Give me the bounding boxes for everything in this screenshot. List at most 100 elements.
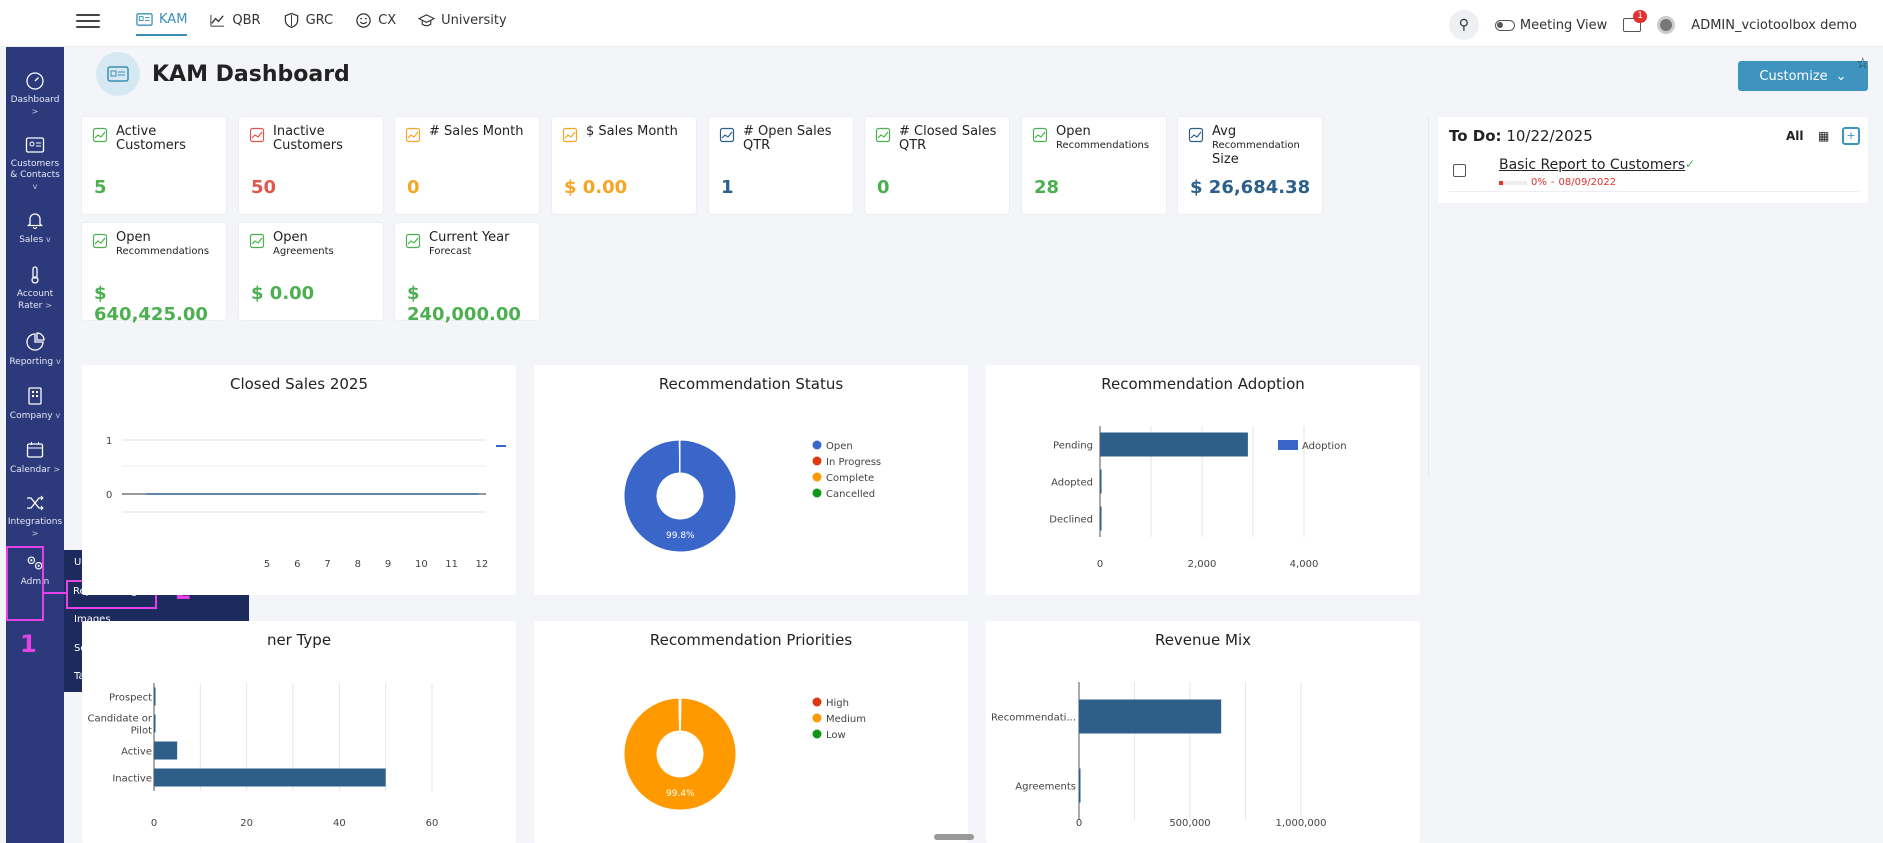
bell-icon — [26, 213, 44, 229]
sidebar-item-label: Account Rater — [16, 289, 54, 311]
y-tick-label: 0 — [106, 490, 112, 501]
kpi-title: # Closed Sales QTR — [899, 125, 1004, 153]
tab-qbr[interactable]: QBR — [209, 11, 261, 36]
kpi-card[interactable]: Current Year Forecast $ 240,000.00 — [395, 223, 539, 325]
legend-label: High — [826, 698, 849, 709]
annotation-step-1: 1 — [20, 630, 37, 658]
avatar[interactable] — [1657, 16, 1676, 34]
shuffle-icon — [27, 495, 44, 511]
bar — [1079, 699, 1222, 734]
category-label: Inactive — [112, 774, 152, 785]
mail-icon[interactable]: 1 — [1623, 10, 1648, 32]
todo-item-meta: 0% - 08/09/2022 — [1499, 177, 1616, 188]
toggle-icon — [1494, 19, 1515, 31]
category-label: Active — [121, 747, 152, 758]
x-tick-label: 4,000 — [1290, 559, 1319, 570]
tab-university[interactable]: University — [418, 11, 507, 36]
trend-up-icon — [875, 127, 891, 143]
tab-grc[interactable]: GRC — [283, 11, 333, 36]
kpi-card[interactable]: Open Recommendations 28 — [1022, 117, 1166, 214]
meeting-view-label: Meeting View — [1519, 17, 1608, 33]
chart-title: Revenue Mix — [1154, 631, 1252, 649]
legend-label: Complete — [826, 473, 874, 484]
data-label: 99.4% — [666, 789, 695, 799]
category-label: Declined — [1049, 515, 1093, 526]
kpi-title-sub: Recommendations — [1056, 140, 1150, 151]
highlight-admin — [6, 546, 44, 621]
chevron-down-icon: v — [46, 235, 51, 244]
sidebar-item-label: Customers & Contacts — [10, 159, 60, 180]
scroll-handle[interactable] — [934, 834, 974, 840]
sidebar-item-calendar[interactable]: Calendar > — [6, 440, 64, 476]
customize-button[interactable]: Customize ⌄ — [1738, 61, 1868, 91]
calendar-icon[interactable]: ▦ — [1818, 129, 1830, 143]
user-name[interactable]: ADMIN_vciotoolbox demo — [1691, 17, 1857, 33]
sidebar-item-label: Dashboard — [10, 95, 60, 105]
kpi-card[interactable]: Open Agreements $ 0.00 — [239, 223, 383, 320]
x-tick-label: 500,000 — [1169, 818, 1210, 829]
kpi-value: $ 26,684.38 — [1190, 177, 1311, 198]
kpi-title-main: Inactive Customers — [273, 124, 343, 153]
kpi-title: Open Agreements — [273, 231, 378, 259]
todo-item[interactable]: Basic Report to Customers ✓ 0% - 08/09/2… — [1449, 157, 1859, 192]
kpi-card[interactable]: # Open Sales QTR 1 — [709, 117, 853, 214]
menu-item-images[interactable]: Images — [74, 614, 111, 625]
kpi-title-main: # Sales Month — [429, 124, 524, 139]
trend-up-icon — [719, 127, 735, 143]
category-label: Pending — [1053, 441, 1093, 452]
meeting-view-toggle[interactable]: Meeting View — [1494, 17, 1608, 33]
kpi-card[interactable]: Avg Recommendation Size $ 26,684.38 — [1178, 117, 1322, 214]
chevron-right-icon: > — [31, 107, 39, 116]
todo-date[interactable]: 10/22/2025 — [1506, 127, 1593, 145]
kpi-title-main: Active Customers — [116, 124, 186, 153]
tab-label: CX — [378, 13, 397, 28]
add-icon[interactable]: + — [1842, 127, 1860, 145]
todo-filter-all[interactable]: All — [1786, 129, 1804, 143]
kpi-card[interactable]: Inactive Customers 50 — [239, 117, 383, 214]
trend-up-icon — [405, 127, 421, 143]
kpi-value: $ 0.00 — [564, 177, 628, 198]
tab-kam[interactable]: KAM — [136, 11, 188, 36]
kpi-title: Active Customers — [116, 125, 221, 153]
gears-icon — [27, 556, 43, 570]
legend-label: Open — [826, 441, 853, 452]
kpi-card[interactable]: # Closed Sales QTR 0 — [865, 117, 1009, 214]
page-title: KAM Dashboard — [152, 61, 350, 87]
kpi-title-main: $ Sales Month — [586, 124, 678, 139]
legend-swatch — [812, 713, 822, 723]
dollar-circle-icon — [1188, 127, 1204, 143]
kpi-title: # Sales Month — [429, 125, 534, 139]
kpi-card[interactable]: Open Recommendations $ 640,425.00 — [82, 223, 226, 325]
menu-icon[interactable] — [76, 10, 100, 32]
thermometer-icon — [31, 266, 39, 284]
pie-chart-icon — [26, 332, 45, 351]
todo-item-name[interactable]: Basic Report to Customers — [1499, 157, 1686, 173]
chart-canvas: 99.8% Open In Progress Complete Cancelled — [623, 439, 881, 553]
legend-swatch — [812, 472, 822, 482]
kpi-card[interactable]: $ Sales Month $ 0.00 — [552, 117, 696, 214]
legend-label: Medium — [826, 714, 866, 725]
chart-canvas: Pending Adopted Declined 0 2,000 4,000 Adoptio… — [1049, 426, 1347, 570]
star-icon[interactable]: ☆ — [1856, 54, 1870, 72]
kpi-title-main: Avg — [1212, 124, 1237, 139]
sidebar-item-sales[interactable]: Sales v — [6, 210, 64, 246]
tab-cx[interactable]: CX — [355, 11, 396, 36]
kpi-card[interactable]: # Sales Month 0 — [395, 117, 539, 214]
kpi-value: 5 — [94, 177, 107, 198]
top-bar: KAM QBR GRC CX University ⚲ Meeting View… — [0, 0, 1883, 47]
kpi-value: $ 240,000.00 — [407, 283, 521, 325]
sidebar-item-admin[interactable]: Admin — [6, 553, 64, 588]
chart-revenue-mix: Revenue Mix Recommendati... Agreements 0 50… — [986, 621, 1420, 843]
sidebar-item-company[interactable]: Company v — [6, 386, 64, 422]
kpi-card[interactable]: Active Customers 5 — [82, 117, 226, 214]
sidebar-item-customers[interactable]: Customers & Contacts v — [6, 135, 64, 193]
sidebar-item-dashboard[interactable]: Dashboard > — [6, 71, 64, 118]
user-x-icon — [249, 127, 265, 143]
sidebar-item-integrations[interactable]: Integrations > — [6, 493, 64, 540]
search-icon[interactable]: ⚲ — [1448, 10, 1479, 40]
sidebar-item-label: Sales — [19, 235, 44, 245]
sidebar-item-reporting[interactable]: Reporting v — [6, 332, 64, 368]
sidebar-item-account-rater[interactable]: Account Rater > — [6, 265, 64, 312]
category-label: Prospect — [109, 693, 152, 704]
chevron-right-icon: > — [45, 301, 52, 310]
